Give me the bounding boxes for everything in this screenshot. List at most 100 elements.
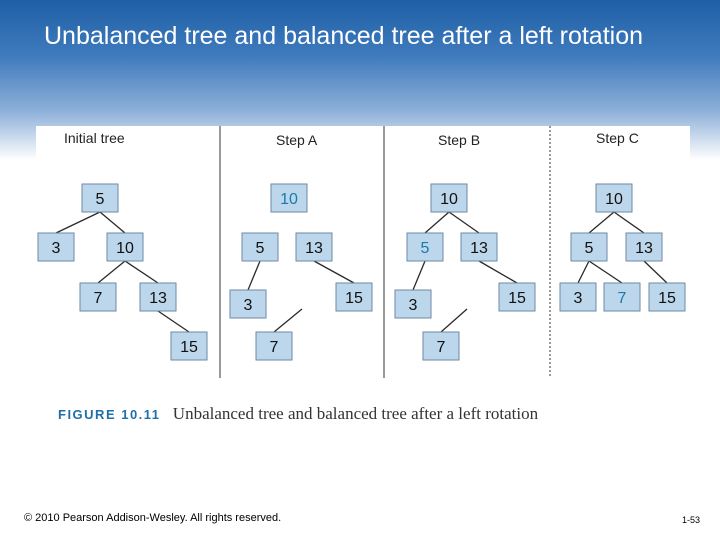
tree-edge <box>157 310 190 333</box>
tree-node-box <box>139 282 177 312</box>
tree-node: 7 <box>422 331 460 361</box>
figure-label: FIGURE 10.11 <box>58 407 161 422</box>
tree-node-value: 5 <box>421 240 430 257</box>
tree-edge <box>424 211 450 234</box>
tree-edge <box>97 260 126 284</box>
tree-node-box <box>229 289 267 319</box>
tree-edge <box>588 260 623 284</box>
figure-caption: FIGURE 10.11 Unbalanced tree and balance… <box>58 404 698 424</box>
tree-node-value: 13 <box>470 240 488 257</box>
tree-node-value: 13 <box>149 290 167 307</box>
tree-edge <box>478 260 518 284</box>
slide-title: Unbalanced tree and balanced tree after … <box>44 22 644 50</box>
tree-node: 13 <box>460 232 498 262</box>
tree-node-box <box>648 282 686 312</box>
tree-edge <box>588 211 615 234</box>
tree-node: 7 <box>79 282 117 312</box>
tree-node: 5 <box>81 183 119 213</box>
tree-node-box <box>255 331 293 361</box>
tree-node: 10 <box>270 183 308 213</box>
tree-edge <box>273 308 303 333</box>
tree-node-value: 15 <box>180 339 198 356</box>
tree-node-box <box>106 232 144 262</box>
tree-node: 10 <box>106 232 144 262</box>
tree-node-value: 13 <box>305 240 323 257</box>
tree-node: 13 <box>139 282 177 312</box>
tree-edge <box>613 211 645 234</box>
tree-node: 15 <box>498 282 536 312</box>
tree-node-value: 10 <box>116 240 134 257</box>
tree-node-box <box>335 282 373 312</box>
tree-node: 3 <box>37 232 75 262</box>
tree-node-box <box>460 232 498 262</box>
tree-node-box <box>422 331 460 361</box>
tree-node-value: 7 <box>618 290 627 307</box>
tree-edge <box>99 211 126 234</box>
tree-edge <box>124 260 159 284</box>
tree-node-value: 7 <box>437 339 446 356</box>
tree-node: 10 <box>430 183 468 213</box>
tree-node-box <box>498 282 536 312</box>
tree-edge <box>577 260 590 284</box>
tree-edge <box>313 260 355 284</box>
tree-node-box <box>603 282 641 312</box>
tree-node: 5 <box>406 232 444 262</box>
tree-node-box <box>394 289 432 319</box>
tree-node-value: 5 <box>96 191 105 208</box>
tree-node-value: 15 <box>345 290 363 307</box>
tree-node-box <box>559 282 597 312</box>
tree-node: 7 <box>255 331 293 361</box>
tree-node-box <box>595 183 633 213</box>
page-number: 1-53 <box>681 515 700 525</box>
tree-node-box <box>406 232 444 262</box>
tree-node: 3 <box>394 289 432 319</box>
tree-node-box <box>430 183 468 213</box>
tree-node-value: 10 <box>440 191 458 208</box>
tree-edge <box>412 260 426 291</box>
tree-node-value: 7 <box>270 339 279 356</box>
tree-node-value: 7 <box>94 290 103 307</box>
tree-node: 7 <box>603 282 641 312</box>
footer-copyright: © 2010 Pearson Addison-Wesley. All right… <box>24 512 282 524</box>
figure-caption-text: Unbalanced tree and balanced tree after … <box>172 404 539 423</box>
tree-node-value: 3 <box>244 297 253 314</box>
tree-node-value: 5 <box>585 240 594 257</box>
tree-node: 3 <box>229 289 267 319</box>
tree-node: 10 <box>595 183 633 213</box>
panel-title: Step B <box>438 132 480 148</box>
tree-node-box <box>79 282 117 312</box>
tree-node-box <box>170 331 208 361</box>
tree-node-box <box>37 232 75 262</box>
tree-node-value: 10 <box>280 191 298 208</box>
tree-edge <box>55 211 101 234</box>
panel-title: Step A <box>276 132 318 148</box>
tree-node: 13 <box>625 232 663 262</box>
tree-node-value: 13 <box>635 240 653 257</box>
tree-node-value: 15 <box>658 290 676 307</box>
panel-title: Step C <box>596 130 639 146</box>
tree-edge <box>643 260 668 284</box>
tree-node-box <box>625 232 663 262</box>
tree-node-value: 5 <box>256 240 265 257</box>
tree-edge <box>247 260 261 291</box>
tree-node-value: 3 <box>52 240 61 257</box>
tree-node: 3 <box>559 282 597 312</box>
tree-node-value: 15 <box>508 290 526 307</box>
tree-node-box <box>81 183 119 213</box>
tree-node-value: 10 <box>605 191 623 208</box>
tree-node-value: 3 <box>574 290 583 307</box>
tree-edge <box>440 308 468 333</box>
tree-node: 15 <box>335 282 373 312</box>
tree-rotation-diagram: Initial tree Step A Step B Step C 5 3 10 7 13 15… <box>37 126 686 378</box>
tree-node-box <box>241 232 279 262</box>
panel-title: Initial tree <box>64 130 125 146</box>
tree-node: 15 <box>648 282 686 312</box>
tree-node-box <box>295 232 333 262</box>
tree-node: 13 <box>295 232 333 262</box>
tree-node-box <box>270 183 308 213</box>
figure-10-11: Initial tree Step A Step B Step C 5 3 10 7 13 15… <box>36 126 690 378</box>
tree-node-value: 3 <box>409 297 418 314</box>
tree-node: 5 <box>570 232 608 262</box>
tree-edge <box>448 211 480 234</box>
tree-node: 15 <box>170 331 208 361</box>
